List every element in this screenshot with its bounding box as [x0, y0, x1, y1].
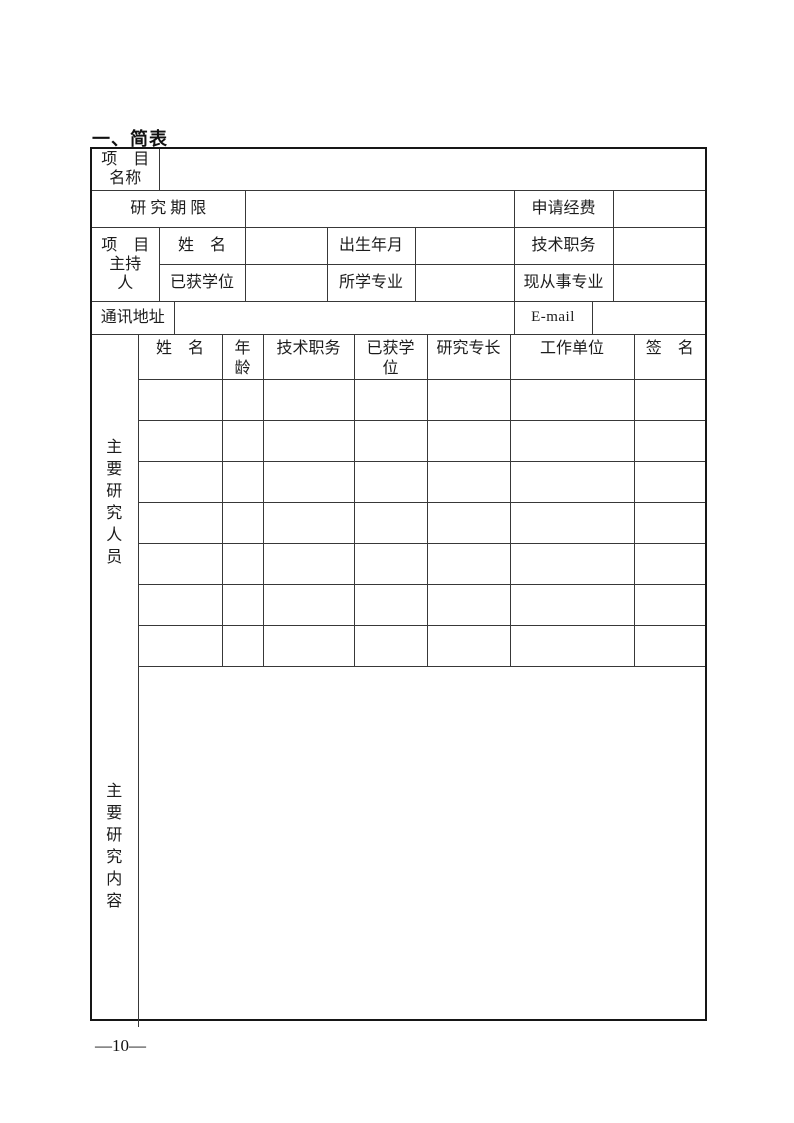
- project-name-label: 项 目 名称: [92, 149, 160, 191]
- research-period-field[interactable]: [245, 190, 515, 228]
- researchers-section-label: 主 要 研 究 人 员: [92, 334, 139, 667]
- degree-label: 已获学位: [159, 264, 246, 302]
- researchers-table: 主 要 研 究 人 员 姓 名 年 龄 技术职务 已获学 位 研究专长 工作单位…: [92, 334, 705, 667]
- researcher-cell[interactable]: [510, 625, 635, 667]
- researcher-cell[interactable]: [222, 543, 264, 585]
- researcher-cell[interactable]: [263, 543, 355, 585]
- researcher-cell[interactable]: [354, 379, 428, 421]
- researcher-row: [92, 379, 705, 421]
- researcher-cell[interactable]: [263, 584, 355, 626]
- researcher-cell[interactable]: [634, 543, 705, 585]
- email-label: E-mail: [514, 301, 593, 335]
- researcher-cell[interactable]: [138, 461, 223, 503]
- address-label: 通讯地址: [92, 301, 175, 335]
- col-header-specialty: 研究专长: [427, 334, 511, 380]
- major-field[interactable]: [415, 264, 515, 302]
- researcher-cell[interactable]: [427, 625, 511, 667]
- researcher-cell[interactable]: [634, 625, 705, 667]
- page-number: —10—: [95, 1036, 146, 1055]
- researcher-cell[interactable]: [510, 461, 635, 503]
- project-info-table: 项 目 名称 研 究 期 限 申请经费 项 目 主持 人 姓 名 出生年月 技术…: [92, 149, 705, 335]
- researcher-cell[interactable]: [222, 379, 264, 421]
- leader-name-field[interactable]: [245, 227, 328, 265]
- researcher-row: [92, 584, 705, 626]
- researcher-row: [92, 502, 705, 544]
- col-header-signature: 签 名: [634, 334, 705, 380]
- current-major-field[interactable]: [613, 264, 705, 302]
- researcher-cell[interactable]: [263, 625, 355, 667]
- researcher-cell[interactable]: [634, 461, 705, 503]
- research-content-section: 主 要 研 究 内 容: [92, 667, 705, 1027]
- researcher-cell[interactable]: [427, 543, 511, 585]
- researcher-cell[interactable]: [427, 420, 511, 462]
- researcher-cell[interactable]: [510, 543, 635, 585]
- funding-field[interactable]: [613, 190, 705, 228]
- researcher-cell[interactable]: [222, 502, 264, 544]
- researcher-cell[interactable]: [510, 420, 635, 462]
- research-content-field[interactable]: [138, 667, 705, 1027]
- researcher-cell[interactable]: [427, 502, 511, 544]
- email-field[interactable]: [592, 301, 705, 335]
- birth-date-field[interactable]: [415, 227, 515, 265]
- researcher-row: [92, 625, 705, 667]
- researcher-cell[interactable]: [427, 461, 511, 503]
- researcher-row: [92, 543, 705, 585]
- researcher-cell[interactable]: [354, 461, 428, 503]
- researcher-cell[interactable]: [634, 584, 705, 626]
- researcher-cell[interactable]: [222, 584, 264, 626]
- research-period-label: 研 究 期 限: [92, 190, 246, 228]
- researcher-cell[interactable]: [222, 461, 264, 503]
- researcher-cell[interactable]: [138, 420, 223, 462]
- researcher-cell[interactable]: [263, 502, 355, 544]
- brief-form-table: 项 目 名称 研 究 期 限 申请经费 项 目 主持 人 姓 名 出生年月 技术…: [90, 147, 707, 1027]
- researcher-cell[interactable]: [427, 584, 511, 626]
- degree-field[interactable]: [245, 264, 328, 302]
- project-leader-label: 项 目 主持 人: [92, 227, 160, 302]
- tech-position-label: 技术职务: [514, 227, 614, 265]
- col-header-tech-position: 技术职务: [263, 334, 355, 380]
- researcher-cell[interactable]: [354, 420, 428, 462]
- researcher-cell[interactable]: [354, 625, 428, 667]
- researcher-cell[interactable]: [222, 625, 264, 667]
- major-label: 所学专业: [327, 264, 416, 302]
- tech-position-field[interactable]: [613, 227, 705, 265]
- researcher-cell[interactable]: [354, 543, 428, 585]
- researcher-cell[interactable]: [138, 625, 223, 667]
- funding-label: 申请经费: [514, 190, 614, 228]
- researcher-cell[interactable]: [263, 420, 355, 462]
- col-header-work-unit: 工作单位: [510, 334, 635, 380]
- leader-name-label: 姓 名: [159, 227, 246, 265]
- current-major-label: 现从事专业: [514, 264, 614, 302]
- researcher-cell[interactable]: [138, 543, 223, 585]
- researcher-cell[interactable]: [354, 502, 428, 544]
- page-title: 一、简表: [92, 129, 168, 149]
- researcher-cell[interactable]: [634, 379, 705, 421]
- researcher-cell[interactable]: [138, 502, 223, 544]
- researcher-cell[interactable]: [634, 502, 705, 544]
- researcher-cell[interactable]: [510, 584, 635, 626]
- researcher-cell[interactable]: [427, 379, 511, 421]
- col-header-age: 年 龄: [222, 334, 264, 380]
- col-header-name: 姓 名: [138, 334, 223, 380]
- researcher-cell[interactable]: [138, 584, 223, 626]
- content-section-label: 主 要 研 究 内 容: [92, 667, 139, 1027]
- address-field[interactable]: [174, 301, 515, 335]
- researcher-cell[interactable]: [634, 420, 705, 462]
- researcher-cell[interactable]: [510, 502, 635, 544]
- researcher-cell[interactable]: [138, 379, 223, 421]
- researcher-cell[interactable]: [263, 379, 355, 421]
- researcher-cell[interactable]: [510, 379, 635, 421]
- col-header-degree: 已获学 位: [354, 334, 428, 380]
- researcher-row: [92, 420, 705, 462]
- project-name-field[interactable]: [159, 149, 705, 191]
- birth-date-label: 出生年月: [327, 227, 416, 265]
- researcher-cell[interactable]: [263, 461, 355, 503]
- researcher-cell[interactable]: [354, 584, 428, 626]
- researcher-row: [92, 461, 705, 503]
- researcher-cell[interactable]: [222, 420, 264, 462]
